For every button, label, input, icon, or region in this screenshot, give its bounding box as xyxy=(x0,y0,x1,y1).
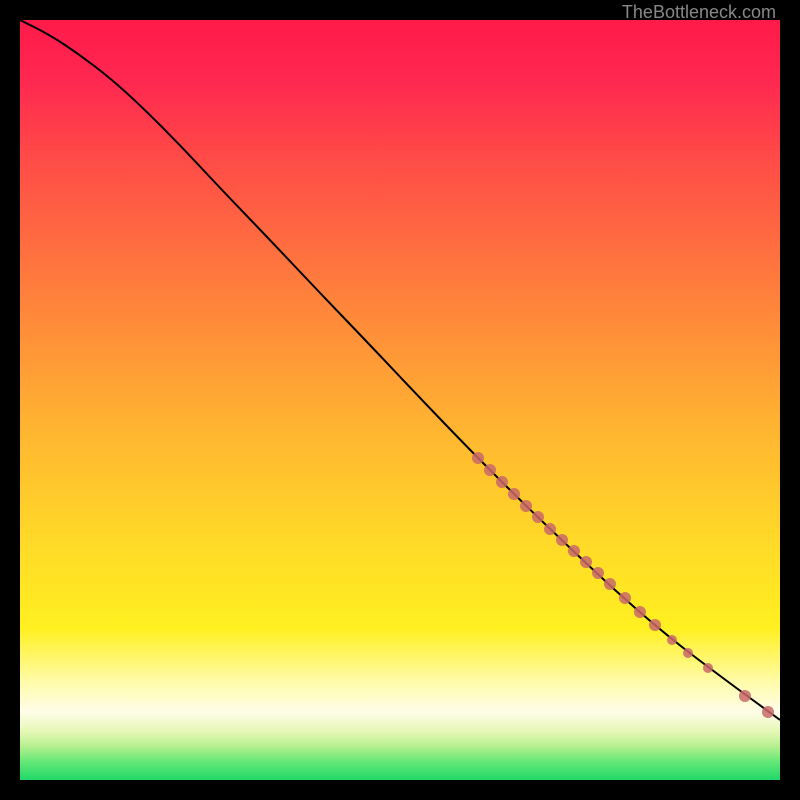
scatter-marker xyxy=(634,606,646,618)
scatter-marker xyxy=(484,464,496,476)
scatter-marker xyxy=(667,635,677,645)
scatter-marker xyxy=(472,452,484,464)
scatter-marker xyxy=(544,523,556,535)
scatter-marker xyxy=(604,578,616,590)
scatter-marker xyxy=(568,545,580,557)
scatter-marker xyxy=(649,619,661,631)
watermark-text: TheBottleneck.com xyxy=(622,2,776,23)
scatter-marker xyxy=(683,648,693,658)
scatter-marker xyxy=(556,534,568,546)
chart-svg xyxy=(20,20,780,780)
scatter-marker xyxy=(619,592,631,604)
scatter-marker xyxy=(532,511,544,523)
chart-plot-area xyxy=(20,20,780,780)
scatter-marker xyxy=(739,690,751,702)
scatter-marker xyxy=(508,488,520,500)
scatter-marker xyxy=(496,476,508,488)
scatter-marker xyxy=(520,500,532,512)
scatter-marker xyxy=(762,706,774,718)
scatter-marker xyxy=(703,663,713,673)
scatter-marker xyxy=(592,567,604,579)
scatter-marker xyxy=(580,556,592,568)
gradient-background-rect xyxy=(20,20,780,780)
